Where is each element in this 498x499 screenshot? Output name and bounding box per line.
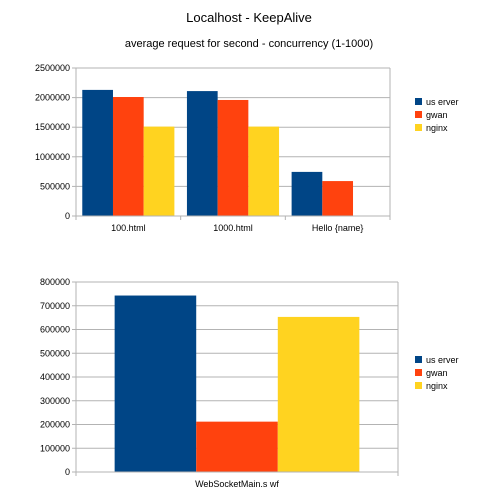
y-tick-label: 0 [65,467,70,477]
y-tick-label: 1500000 [35,122,70,132]
chart-keepalive-requests: 0 500000 1000000 1500000 2000000 2500000 100.h… [35,63,459,233]
page-title: Localhost - KeepAlive [186,10,312,25]
chart-websocket-requests: 0 100000 200000 300000 400000 500000 600000 700… [40,277,459,489]
y-tick-label: 500000 [40,348,70,358]
y-tick-label: 0 [65,211,70,221]
legend-label-gwan: gwan [426,110,448,120]
legend-swatch-gwan [415,369,422,376]
y-tick-label: 700000 [40,301,70,311]
x-tick-label: Hello {name} [312,223,364,233]
bar-nginx-100-html [143,126,175,216]
bar-gwan-1000-html [217,99,249,216]
legend-label-us-erver: us erver [426,355,459,365]
y-tick-label: 800000 [40,277,70,287]
legend-label-nginx: nginx [426,381,448,391]
y-tick-label: 2000000 [35,93,70,103]
y-tick-label: 1000000 [35,152,70,162]
bar-gwan-100-html [112,97,144,216]
y-tick-label: 600000 [40,325,70,335]
x-tick-label: 100.html [111,223,146,233]
legend-label-nginx: nginx [426,123,448,133]
legend-swatch-nginx [415,124,422,131]
legend-swatch-us-erver [415,98,422,105]
legend: us erver gwan nginx [415,97,459,133]
bar-us-erver-1000-html [186,91,218,216]
bar-nginx-websocketmain-s-wf [277,316,360,472]
y-tick-label: 2500000 [35,63,70,73]
bar-gwan-hello-name [322,181,354,216]
page-subtitle: average request for second - concurrency… [124,38,374,50]
bar-us-erver-100-html [82,89,113,216]
x-tick-label: 1000.html [213,223,253,233]
legend: us erver gwan nginx [415,355,459,391]
y-tick-label: 500000 [40,181,70,191]
legend-swatch-gwan [415,111,422,118]
bar-us-erver-websocketmain-s-wf [114,295,197,472]
y-tick-label: 400000 [40,372,70,382]
x-tick-label: WebSocketMain.s wf [195,479,279,489]
bar-gwan-websocketmain-s-wf [196,421,278,472]
y-tick-label: 300000 [40,396,70,406]
bar-nginx-1000-html [248,126,280,216]
y-tick-label: 200000 [40,420,70,430]
legend-label-us-erver: us erver [426,97,459,107]
legend-label-gwan: gwan [426,368,448,378]
y-tick-label: 100000 [40,443,70,453]
legend-swatch-nginx [415,382,422,389]
bar-us-erver-hello-name [291,171,323,216]
legend-swatch-us-erver [415,356,422,363]
